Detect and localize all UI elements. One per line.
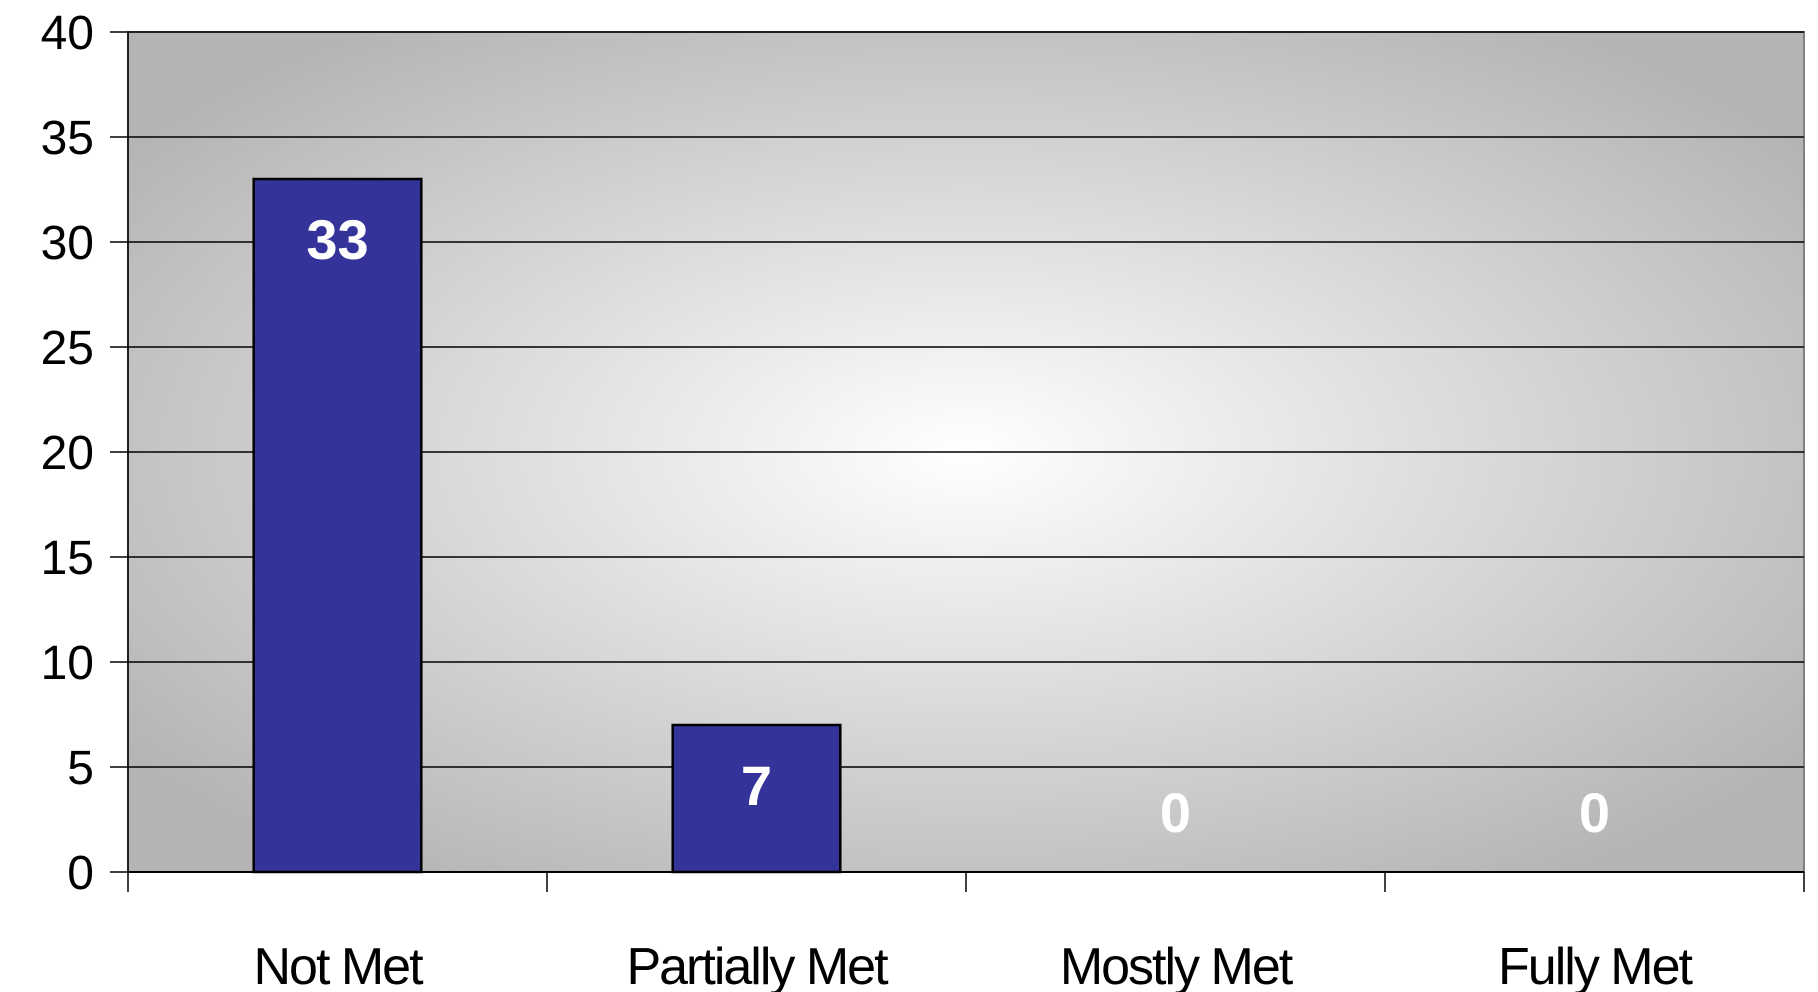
data-label: 7 — [741, 754, 772, 817]
y-axis-ticks: 0 5 10 15 20 25 30 35 40 — [41, 7, 128, 900]
data-label: 33 — [306, 208, 368, 271]
y-tick-label: 40 — [41, 7, 94, 60]
y-tick-label: 5 — [67, 742, 94, 795]
y-tick-label: 20 — [41, 427, 94, 480]
y-tick-label: 35 — [41, 112, 94, 165]
x-category-label: Partially Met — [626, 938, 889, 992]
y-tick-label: 15 — [41, 532, 94, 585]
x-category-label: Fully Met — [1498, 938, 1693, 992]
data-label: 0 — [1579, 781, 1610, 844]
x-category-label: Not Met — [253, 938, 424, 992]
y-tick-label: 30 — [41, 217, 94, 270]
y-tick-label: 25 — [41, 322, 94, 375]
data-label: 0 — [1160, 781, 1191, 844]
bar — [252, 177, 423, 874]
y-tick-label: 0 — [67, 847, 94, 900]
x-category-label: Mostly Met — [1060, 938, 1294, 992]
y-tick-label: 10 — [41, 637, 94, 690]
x-axis-labels: Not Met Partially Met Mostly Met Fully Met — [253, 938, 1695, 992]
bars — [252, 177, 842, 874]
bar — [671, 723, 842, 874]
data-labels: 33 7 0 0 — [306, 208, 1610, 844]
